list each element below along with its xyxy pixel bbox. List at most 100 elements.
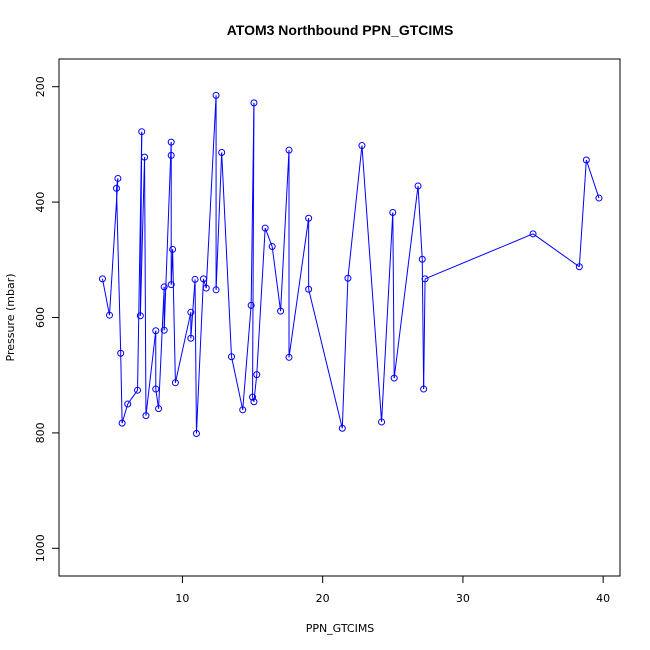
series-line-segment [101, 278, 110, 316]
series-line-segment [174, 312, 192, 383]
data-point [378, 418, 386, 426]
series-line-segment [195, 278, 204, 434]
series-line-segment [393, 185, 419, 379]
data-point [138, 128, 146, 136]
data-point [212, 91, 220, 99]
series-line-segment [423, 278, 426, 390]
data-point [117, 349, 125, 357]
y-axis: 200 400 600 800 1000 [34, 76, 60, 562]
series-line-segment [202, 278, 207, 289]
series-line-segment [194, 279, 197, 434]
series-line-segment [120, 353, 123, 424]
data-point [134, 386, 142, 394]
data-point [268, 243, 276, 251]
y-axis-label: Pressure (mbar) [4, 273, 17, 361]
data-point [389, 208, 397, 216]
data-point [421, 275, 429, 283]
data-point [136, 312, 144, 320]
data-point [187, 308, 195, 316]
x-axis: 10 20 30 40 [175, 575, 610, 605]
data-point [187, 334, 195, 342]
x-tick-label: 10 [175, 592, 189, 605]
data-point [253, 371, 261, 379]
data-point [155, 405, 163, 413]
data-point [160, 326, 168, 334]
data-point [414, 182, 422, 190]
y-tick-label: 400 [34, 192, 47, 213]
data-point [98, 275, 106, 283]
data-point [141, 153, 149, 161]
data-point [228, 353, 236, 361]
series-line-segment [280, 150, 290, 312]
data-point [418, 255, 426, 263]
data-point [167, 151, 175, 159]
data-point [152, 385, 160, 393]
data-point [582, 156, 590, 164]
data-point [118, 419, 126, 427]
series-line-segment [252, 102, 255, 398]
data-point [169, 245, 177, 253]
data-point [338, 424, 346, 432]
data-point [124, 400, 132, 408]
series-line-segment [308, 289, 343, 429]
data-point [105, 311, 113, 319]
series-line-segment [158, 286, 165, 409]
series-line-segment [144, 157, 147, 416]
series-line-segment [288, 218, 310, 358]
series-line-segment [361, 145, 383, 422]
data-point [239, 406, 247, 414]
series-line-segment [532, 233, 580, 268]
y-tick-label: 600 [34, 307, 47, 328]
data-point [218, 148, 226, 156]
chart-title: ATOM3 Northbound PPN_GTCIMS [227, 22, 454, 38]
y-tick-label: 200 [34, 76, 47, 97]
data-point [250, 99, 258, 107]
series-line-segment [215, 152, 223, 290]
data-point [167, 138, 175, 146]
series-line-segment [392, 212, 395, 379]
series-line-segment [424, 233, 534, 280]
series-line-segment [578, 159, 587, 267]
data-point [199, 275, 207, 283]
series-line-segment [145, 330, 157, 416]
data-point [142, 412, 150, 420]
data-point [247, 301, 255, 309]
data-point [113, 184, 121, 192]
data-point [114, 174, 122, 182]
data-point [420, 385, 428, 393]
series-line-segment [271, 246, 282, 312]
data-point [277, 307, 285, 315]
series-line-segment [585, 159, 600, 199]
series-line-segment [231, 356, 244, 410]
data-point [250, 398, 258, 406]
data-point [202, 284, 210, 292]
series-line-segment [205, 95, 217, 289]
data-point [575, 263, 583, 271]
data-point [285, 146, 293, 154]
data-point [390, 374, 398, 382]
data-point [261, 224, 269, 232]
series-line-segment [242, 305, 252, 410]
x-tick-label: 20 [316, 592, 330, 605]
data-point [167, 281, 175, 289]
series-line-segment [347, 145, 363, 279]
series-line-segment [417, 185, 423, 260]
series-line-segment [172, 249, 176, 383]
data-point [305, 214, 313, 222]
series-line-segment [190, 279, 196, 339]
data-point [171, 379, 179, 387]
series-line-segment [139, 131, 143, 316]
y-tick-label: 800 [34, 422, 47, 443]
data-point [529, 230, 537, 238]
series-line-segment [253, 374, 258, 402]
x-axis-label: PPN_GTCIMS [306, 622, 375, 635]
series-layer [98, 91, 603, 437]
data-point [358, 142, 366, 150]
y-tick-label: 1000 [34, 534, 47, 562]
data-point [285, 353, 293, 361]
x-tick-label: 30 [456, 592, 470, 605]
series-line-segment [116, 178, 119, 189]
series-line-segment [221, 152, 233, 357]
data-point [152, 327, 160, 335]
